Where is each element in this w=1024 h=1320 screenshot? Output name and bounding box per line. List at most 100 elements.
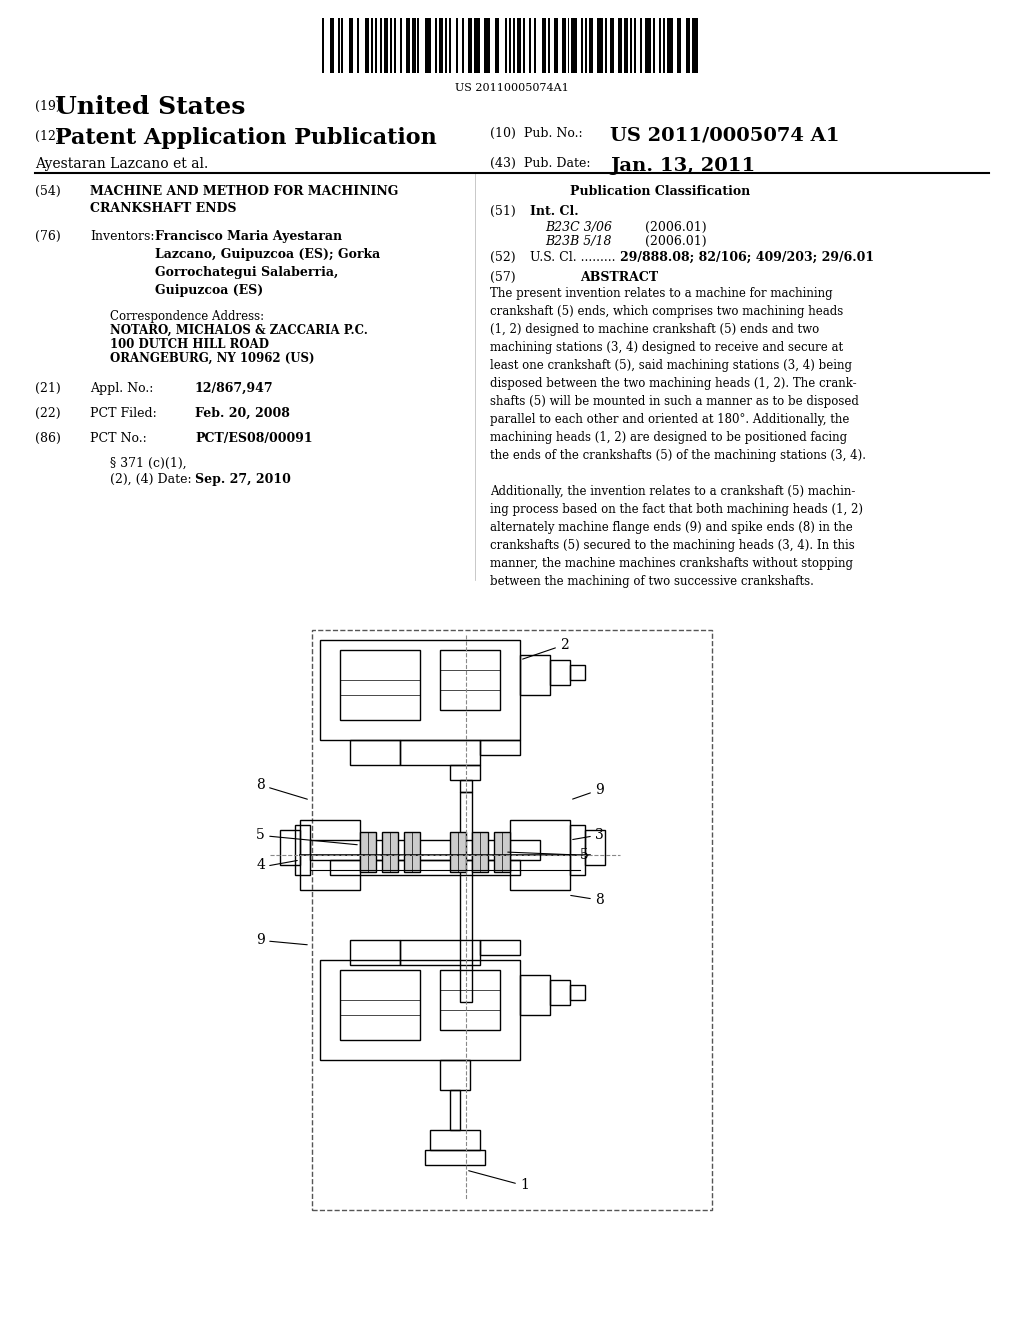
Bar: [357, 18, 359, 73]
Bar: [341, 18, 343, 73]
Bar: [444, 18, 446, 73]
Bar: [472, 832, 488, 873]
Text: (22): (22): [35, 407, 60, 420]
Text: U.S. Cl. .........: U.S. Cl. .........: [530, 251, 628, 264]
Bar: [589, 18, 593, 73]
Text: (76): (76): [35, 230, 60, 243]
Bar: [567, 18, 569, 73]
Text: (21): (21): [35, 381, 60, 395]
Bar: [460, 792, 472, 1002]
Text: B23C 3/06: B23C 3/06: [545, 220, 612, 234]
Text: Feb. 20, 2008: Feb. 20, 2008: [195, 407, 290, 420]
Bar: [505, 18, 507, 73]
Text: (52): (52): [490, 251, 516, 264]
Bar: [381, 18, 382, 73]
Text: Publication Classification: Publication Classification: [570, 185, 751, 198]
Text: (43)  Pub. Date:: (43) Pub. Date:: [490, 157, 591, 170]
Text: ORANGEBURG, NY 10962 (US): ORANGEBURG, NY 10962 (US): [110, 352, 314, 366]
Bar: [440, 970, 500, 1030]
Text: Inventors:: Inventors:: [90, 230, 155, 243]
Text: ABSTRACT: ABSTRACT: [580, 271, 658, 284]
Bar: [570, 665, 585, 680]
Text: 8: 8: [595, 894, 604, 907]
Bar: [513, 18, 515, 73]
Bar: [610, 18, 614, 73]
Text: PCT No.:: PCT No.:: [90, 432, 146, 445]
Bar: [350, 741, 400, 766]
Text: 4: 4: [256, 858, 265, 873]
Bar: [400, 741, 480, 766]
Bar: [496, 18, 500, 73]
Bar: [554, 18, 558, 73]
Bar: [677, 18, 681, 73]
Bar: [418, 18, 420, 73]
Bar: [280, 830, 300, 865]
Text: 9: 9: [256, 933, 265, 946]
Text: PCT Filed:: PCT Filed:: [90, 407, 157, 420]
Bar: [692, 18, 698, 73]
Bar: [653, 18, 655, 73]
Bar: [624, 18, 628, 73]
Text: (51): (51): [490, 205, 516, 218]
Bar: [319, 960, 520, 1060]
Bar: [375, 18, 377, 73]
Bar: [450, 832, 466, 873]
Text: (54): (54): [35, 185, 60, 198]
Bar: [542, 18, 546, 73]
Bar: [468, 18, 472, 73]
Bar: [550, 660, 570, 685]
Bar: [312, 630, 712, 1210]
Text: 1: 1: [520, 1177, 528, 1192]
Text: 9: 9: [595, 783, 604, 797]
Bar: [630, 18, 632, 73]
Text: § 371 (c)(1),: § 371 (c)(1),: [110, 457, 186, 470]
Bar: [340, 649, 420, 719]
Bar: [390, 18, 392, 73]
Bar: [425, 1150, 485, 1166]
Bar: [474, 18, 480, 73]
Text: B23B 5/18: B23B 5/18: [545, 235, 611, 248]
Bar: [319, 640, 520, 741]
Bar: [570, 985, 585, 1001]
Bar: [350, 940, 400, 965]
Bar: [686, 18, 690, 73]
Bar: [667, 18, 673, 73]
Bar: [571, 18, 578, 73]
Bar: [640, 18, 642, 73]
Bar: [483, 18, 489, 73]
Bar: [562, 18, 565, 73]
Bar: [450, 1090, 460, 1130]
Bar: [330, 861, 520, 875]
Bar: [659, 18, 662, 73]
Bar: [604, 18, 606, 73]
Bar: [548, 18, 550, 73]
Text: 2: 2: [560, 638, 568, 652]
Bar: [382, 832, 398, 873]
Text: Patent Application Publication: Patent Application Publication: [55, 127, 437, 149]
Text: Jan. 13, 2011: Jan. 13, 2011: [610, 157, 756, 176]
Text: 29/888.08; 82/106; 409/203; 29/6.01: 29/888.08; 82/106; 409/203; 29/6.01: [620, 251, 874, 264]
Bar: [439, 18, 442, 73]
Text: Francisco Maria Ayestaran
Lazcano, Guipuzcoa (ES); Gorka
Gorrochategui Salaberri: Francisco Maria Ayestaran Lazcano, Guipu…: [155, 230, 380, 297]
Text: Correspondence Address:: Correspondence Address:: [110, 310, 264, 323]
Bar: [384, 18, 388, 73]
Bar: [394, 18, 396, 73]
Text: (19): (19): [35, 100, 60, 114]
Text: (2), (4) Date:: (2), (4) Date:: [110, 473, 191, 486]
Bar: [585, 18, 587, 73]
Bar: [510, 820, 570, 890]
Text: MACHINE AND METHOD FOR MACHINING
CRANKSHAFT ENDS: MACHINE AND METHOD FOR MACHINING CRANKSH…: [90, 185, 398, 215]
Bar: [480, 741, 520, 755]
Text: 8: 8: [256, 777, 265, 792]
Bar: [585, 830, 605, 865]
Bar: [340, 970, 420, 1040]
Bar: [400, 940, 480, 965]
Text: (10)  Pub. No.:: (10) Pub. No.:: [490, 127, 583, 140]
Text: (2006.01): (2006.01): [645, 220, 707, 234]
Bar: [520, 655, 550, 696]
Text: (57): (57): [490, 271, 516, 284]
Text: NOTARO, MICHALOS & ZACCARIA P.C.: NOTARO, MICHALOS & ZACCARIA P.C.: [110, 323, 368, 337]
Bar: [570, 825, 585, 875]
Bar: [634, 18, 636, 73]
Bar: [663, 18, 665, 73]
